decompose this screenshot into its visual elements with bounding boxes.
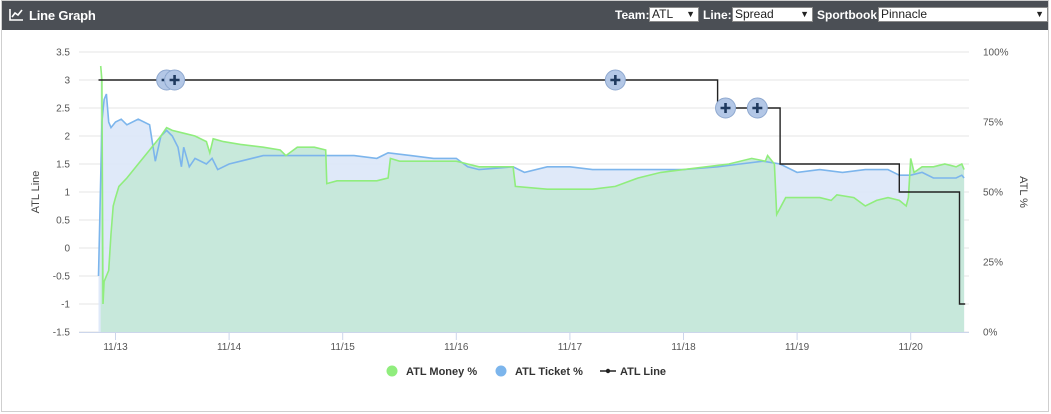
y-tick-label: -1 xyxy=(61,300,70,311)
y-tick-label: 2.5 xyxy=(56,104,70,115)
plus-icon xyxy=(610,75,621,85)
x-tick-label: 11/16 xyxy=(444,342,469,353)
line-chart: 3.5 3 2.5 2 1.5 1 0.5 0 -0.5 -1 -1.5 100% 75% 50% 25% 0… xyxy=(30,48,1029,379)
y-tick-label: -1.5 xyxy=(53,328,71,339)
x-tick-label: 11/20 xyxy=(899,342,924,353)
team-select[interactable]: ATL ▼ xyxy=(649,7,699,22)
line-change-marker[interactable] xyxy=(604,69,626,91)
y2-tick-label: 75% xyxy=(983,118,1003,129)
y-tick-label: 1 xyxy=(64,188,70,199)
y2-tick-label: 50% xyxy=(983,188,1003,199)
x-tick-label: 11/14 xyxy=(217,342,242,353)
team-select-value: ATL xyxy=(652,7,674,21)
legend-label: ATL Line xyxy=(620,366,666,378)
y-tick-label: -0.5 xyxy=(53,272,71,283)
line-change-marker[interactable] xyxy=(746,97,768,119)
caret-down-icon: ▼ xyxy=(686,9,695,19)
legend-swatch xyxy=(495,365,507,377)
y-tick-label: 0.5 xyxy=(56,216,70,227)
line-change-marker[interactable] xyxy=(164,69,186,91)
sportsbook-select-value: Pinnacle xyxy=(881,7,928,21)
plus-icon xyxy=(720,103,731,113)
y-tick-label: 1.5 xyxy=(56,160,70,171)
sportsbook-select[interactable]: Pinnacle ▼ xyxy=(878,7,1048,22)
ticket-line xyxy=(97,93,965,277)
legend-label: ATL Ticket % xyxy=(515,366,583,378)
line-label: Line: xyxy=(703,8,732,22)
legend-money[interactable]: ATL Money % xyxy=(386,365,478,379)
x-tick-label: 11/17 xyxy=(558,342,583,353)
legend-swatch xyxy=(386,365,398,377)
legend-label: ATL Money % xyxy=(406,366,477,378)
x-tick-label: 11/18 xyxy=(671,342,696,353)
x-tick-label: 11/13 xyxy=(103,342,128,353)
y-tick-label: 0 xyxy=(64,244,70,255)
legend-ticket[interactable]: ATL Ticket % xyxy=(495,365,584,379)
x-tick-label: 11/19 xyxy=(785,342,810,353)
line-select[interactable]: Spread ▼ xyxy=(732,7,813,22)
legend-swatch-dot xyxy=(605,368,611,374)
sportsbook-label: Sportbook: xyxy=(817,8,881,22)
y-tick-label: 2 xyxy=(64,132,70,143)
money-area xyxy=(100,66,965,332)
team-label: Team: xyxy=(615,8,650,22)
plus-icon xyxy=(752,103,763,113)
spread-line xyxy=(98,79,966,305)
widget-title: Line Graph xyxy=(29,8,96,23)
y2-tick-label: 25% xyxy=(983,258,1003,269)
money-line xyxy=(99,65,965,305)
y-tick-label: 3.5 xyxy=(56,48,70,59)
x-tick-label: 11/15 xyxy=(331,342,356,353)
plus-icon xyxy=(169,75,180,85)
line-chart-icon xyxy=(9,9,23,21)
y2-tick-label: 0% xyxy=(983,328,998,339)
caret-down-icon: ▼ xyxy=(1035,9,1044,19)
y-tick-label: 3 xyxy=(64,76,70,87)
line-select-value: Spread xyxy=(735,7,774,21)
y-axis-title: ATL Line xyxy=(30,171,42,214)
y2-tick-label: 100% xyxy=(983,48,1009,59)
line-change-marker[interactable] xyxy=(715,97,737,119)
widget-header: Line Graph Team: ATL ▼ Line: Spread ▼ Sp… xyxy=(2,1,1048,30)
y2-axis-title: ATL % xyxy=(1017,176,1029,208)
legend-line[interactable]: ATL Line xyxy=(600,366,666,378)
caret-down-icon: ▼ xyxy=(800,9,809,19)
